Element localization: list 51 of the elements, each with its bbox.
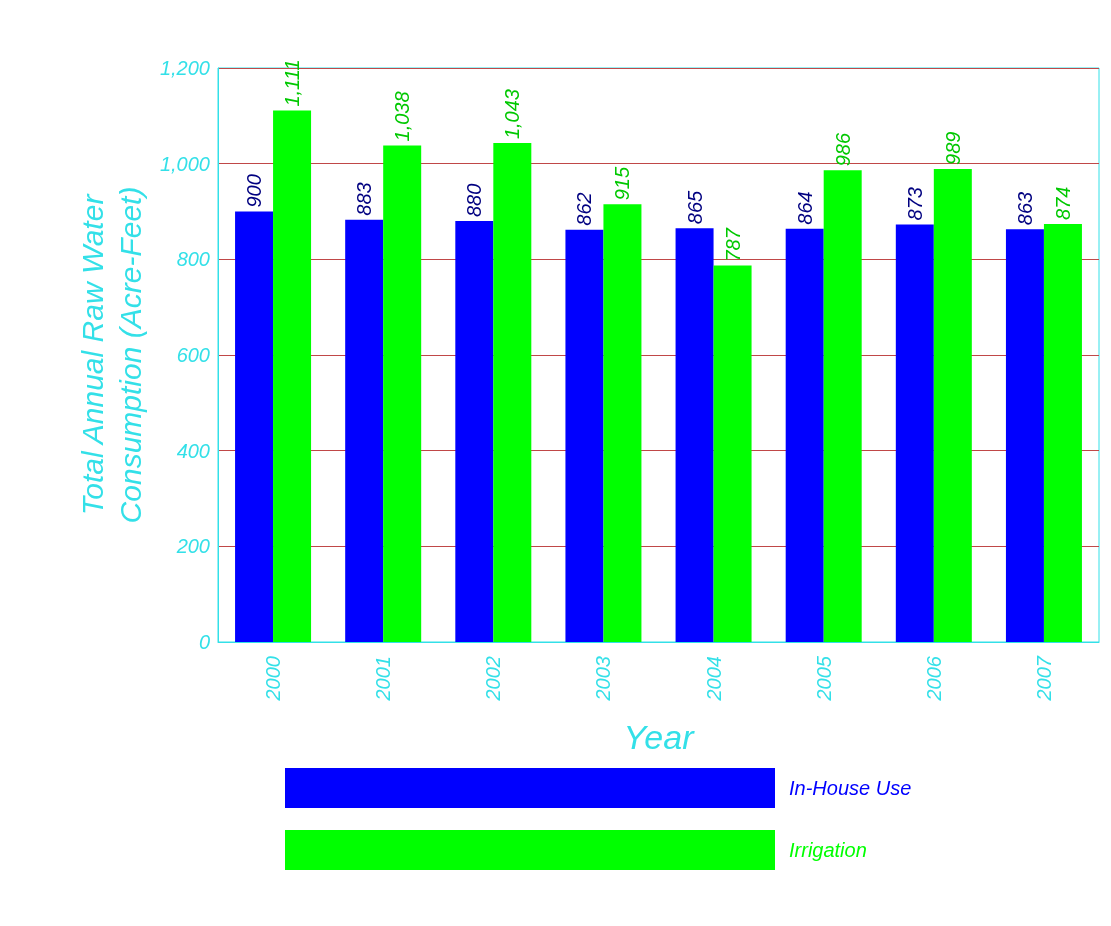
bar bbox=[1005, 229, 1044, 642]
y-tick-label: 400 bbox=[176, 439, 210, 462]
data-label: 883 bbox=[353, 182, 376, 216]
data-label: 989 bbox=[941, 131, 964, 165]
data-label: 1,043 bbox=[501, 89, 524, 140]
data-label: 864 bbox=[793, 191, 816, 225]
x-tick-label: 2002 bbox=[482, 656, 505, 702]
data-label: 1,038 bbox=[391, 91, 414, 142]
y-tick-label: 1,200 bbox=[159, 57, 210, 79]
bar bbox=[675, 228, 714, 642]
x-tick-label: 2001 bbox=[372, 656, 395, 702]
text: Irrigation bbox=[789, 838, 867, 862]
bar bbox=[713, 265, 752, 642]
bar bbox=[455, 221, 494, 642]
data-label: 865 bbox=[683, 190, 706, 225]
bar bbox=[933, 168, 972, 642]
data-label: 915 bbox=[611, 166, 634, 201]
data-label: 986 bbox=[831, 132, 854, 167]
data-label: 863 bbox=[1013, 191, 1036, 226]
data-label: 900 bbox=[243, 174, 266, 208]
x-axis-title: Year bbox=[623, 718, 696, 756]
bar bbox=[235, 211, 274, 642]
data-label: 874 bbox=[1051, 186, 1074, 220]
y-tick-label: 600 bbox=[176, 344, 210, 366]
x-tick-label: 2007 bbox=[1032, 655, 1055, 702]
x-tick-label: 2000 bbox=[262, 656, 285, 702]
bar bbox=[603, 204, 642, 642]
data-label: 873 bbox=[903, 187, 926, 221]
text: In-House Use bbox=[789, 776, 912, 800]
x-tick-label: 2004 bbox=[702, 656, 725, 702]
y-tick-label: 800 bbox=[176, 248, 210, 271]
data-label: 862 bbox=[573, 192, 596, 226]
y-tick-label: 200 bbox=[175, 535, 210, 558]
x-tick-label: 2006 bbox=[922, 655, 945, 702]
bar bbox=[823, 170, 862, 642]
bar bbox=[383, 145, 422, 642]
bar bbox=[895, 224, 934, 642]
bar bbox=[785, 228, 824, 642]
y-tick-label: 1,000 bbox=[159, 152, 210, 175]
bar bbox=[1043, 223, 1082, 642]
bar bbox=[273, 110, 312, 642]
data-label: 787 bbox=[721, 227, 744, 262]
data-label: 1,111 bbox=[281, 59, 304, 107]
y-tick-label: 0 bbox=[198, 631, 210, 653]
bar bbox=[345, 219, 384, 642]
data-label: 880 bbox=[463, 183, 486, 218]
x-tick-label: 2003 bbox=[592, 656, 615, 702]
bar bbox=[565, 229, 604, 642]
x-tick-label: 2005 bbox=[812, 655, 835, 702]
bar bbox=[493, 143, 532, 642]
y-axis-title: Total Annual Raw Water Consumption (Acre-Feet) bbox=[75, 186, 147, 524]
